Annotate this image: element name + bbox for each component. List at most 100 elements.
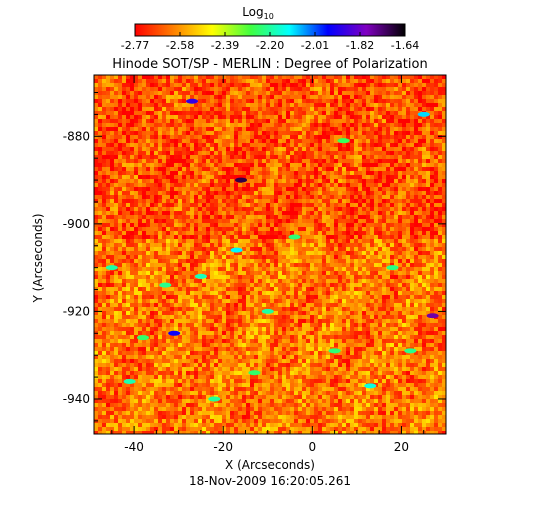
heatmap-cell [266, 143, 270, 147]
heatmap-cell [162, 171, 166, 175]
heatmap-cell [258, 151, 262, 155]
heatmap-cell [298, 167, 302, 171]
heatmap-cell [274, 279, 278, 283]
heatmap-cell [334, 195, 338, 199]
heatmap-cell [150, 79, 154, 83]
heatmap-cell [430, 155, 434, 159]
heatmap-cell [114, 259, 118, 263]
heatmap-cell [382, 207, 386, 211]
heatmap-cell [370, 107, 374, 111]
heatmap-cell [282, 127, 286, 131]
heatmap-cell [182, 239, 186, 243]
heatmap-cell [338, 75, 342, 79]
heatmap-cell [430, 131, 434, 135]
heatmap-cell [174, 247, 178, 251]
heatmap-cell [286, 131, 290, 135]
heatmap-cell [238, 195, 242, 199]
heatmap-cell [330, 255, 334, 259]
heatmap-cell [258, 279, 262, 283]
heatmap-cell [410, 131, 414, 135]
heatmap-cell [214, 139, 218, 143]
heatmap-cell [374, 203, 378, 207]
heatmap-cell [350, 99, 354, 103]
heatmap-cell [114, 155, 118, 159]
heatmap-cell [178, 143, 182, 147]
heatmap-cell [354, 211, 358, 215]
heatmap-cell [254, 227, 258, 231]
heatmap-cell [194, 207, 198, 211]
heatmap-cell [374, 271, 378, 275]
heatmap-cell [298, 119, 302, 123]
heatmap-cell [174, 295, 178, 299]
heatmap-cell [290, 187, 294, 191]
heatmap-cell [222, 75, 226, 79]
heatmap-cell [114, 191, 118, 195]
heatmap-cell [186, 283, 190, 287]
heatmap-cell [270, 199, 274, 203]
heatmap-cell [242, 291, 246, 295]
heatmap-cell [118, 123, 122, 127]
heatmap-cell [266, 75, 270, 79]
heatmap-cell [278, 123, 282, 127]
heatmap-cell [150, 263, 154, 267]
heatmap-cell [442, 163, 446, 167]
heatmap-cell [202, 139, 206, 143]
heatmap-cell [406, 263, 410, 267]
heatmap-cell [202, 243, 206, 247]
heatmap-cell [290, 155, 294, 159]
heatmap-cell [194, 263, 198, 267]
heatmap-cell [150, 139, 154, 143]
heatmap-cell [390, 103, 394, 107]
heatmap-cell [274, 115, 278, 119]
heatmap-cell [314, 191, 318, 195]
heatmap-cell [410, 167, 414, 171]
heatmap-cell [110, 75, 114, 79]
heatmap-cell [294, 103, 298, 107]
heatmap-cell [238, 75, 242, 79]
heatmap-cell [250, 271, 254, 275]
heatmap-cell [390, 279, 394, 283]
heatmap-cell [358, 171, 362, 175]
heatmap-cell [130, 91, 134, 95]
heatmap-cell [290, 83, 294, 87]
heatmap-cell [230, 243, 234, 247]
heatmap-cell [110, 127, 114, 131]
heatmap-cell [362, 75, 366, 79]
heatmap-cell [258, 291, 262, 295]
heatmap-cell [442, 79, 446, 83]
heatmap-cell [290, 227, 294, 231]
heatmap-cell [114, 231, 118, 235]
heatmap-cell [282, 247, 286, 251]
heatmap-cell [282, 131, 286, 135]
heatmap-cell [122, 247, 126, 251]
heatmap-cell [294, 167, 298, 171]
heatmap-cell [322, 151, 326, 155]
heatmap-cell [330, 159, 334, 163]
heatmap-cell [358, 227, 362, 231]
heatmap-cell [342, 255, 346, 259]
heatmap-cell [218, 191, 222, 195]
heatmap-cell [266, 191, 270, 195]
heatmap-cell [266, 215, 270, 219]
heatmap-cell [106, 191, 110, 195]
heatmap-cell [138, 111, 142, 115]
heatmap-cell [382, 127, 386, 131]
heatmap-cell [398, 123, 402, 127]
heatmap-cell [406, 175, 410, 179]
heatmap-cell [306, 99, 310, 103]
heatmap-cell [282, 279, 286, 283]
heatmap-cell [326, 207, 330, 211]
heatmap-cell [198, 159, 202, 163]
heatmap-cell [322, 287, 326, 291]
heatmap-cell [230, 119, 234, 123]
heatmap-cell [234, 155, 238, 159]
heatmap-cell [402, 231, 406, 235]
heatmap-cell [250, 283, 254, 287]
heatmap-cell [226, 235, 230, 239]
heatmap-cell [286, 163, 290, 167]
heatmap-cell [298, 143, 302, 147]
heatmap-cell [134, 267, 138, 271]
heatmap-cell [270, 227, 274, 231]
heatmap-cell [318, 183, 322, 187]
heatmap-cell [334, 127, 338, 131]
